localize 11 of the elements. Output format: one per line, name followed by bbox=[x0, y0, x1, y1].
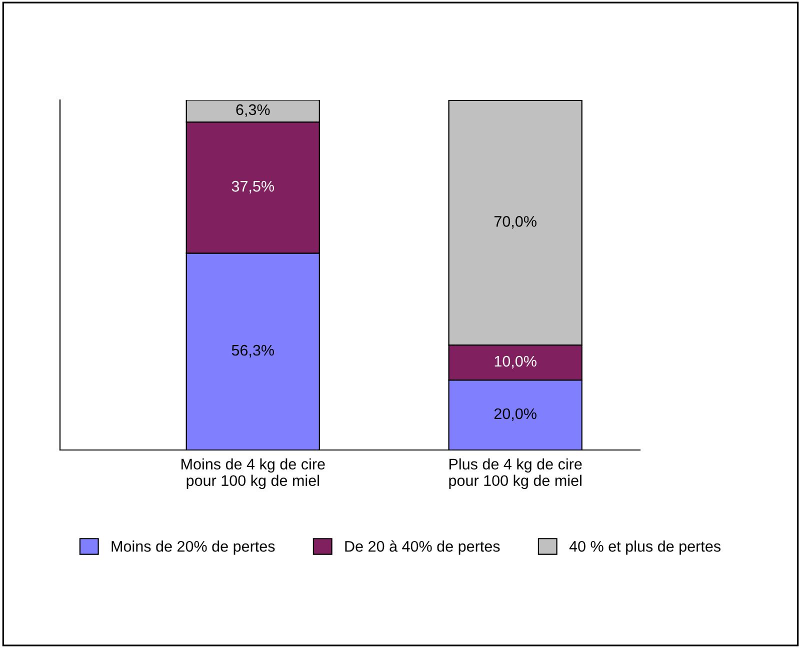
data-label: 20,0% bbox=[494, 408, 536, 421]
data-label: 10,0% bbox=[494, 356, 536, 368]
x-tick-label: Moins de 4 kg de cire pour 100 kg de miel bbox=[182, 458, 325, 490]
legend-label: Moins de 20% de pertes bbox=[112, 540, 275, 555]
legend-label: 40 % et plus de pertes bbox=[569, 540, 720, 555]
data-label: 6,3% bbox=[236, 104, 270, 117]
data-label: 37,5% bbox=[232, 180, 274, 194]
data-label: 70,0% bbox=[494, 216, 536, 229]
x-tick-label: Plus de 4 kg de cire pour 100 kg de miel bbox=[449, 458, 582, 490]
data-label: 56,3% bbox=[232, 344, 274, 358]
legend-label: De 20 à 40% de pertes bbox=[345, 540, 500, 555]
